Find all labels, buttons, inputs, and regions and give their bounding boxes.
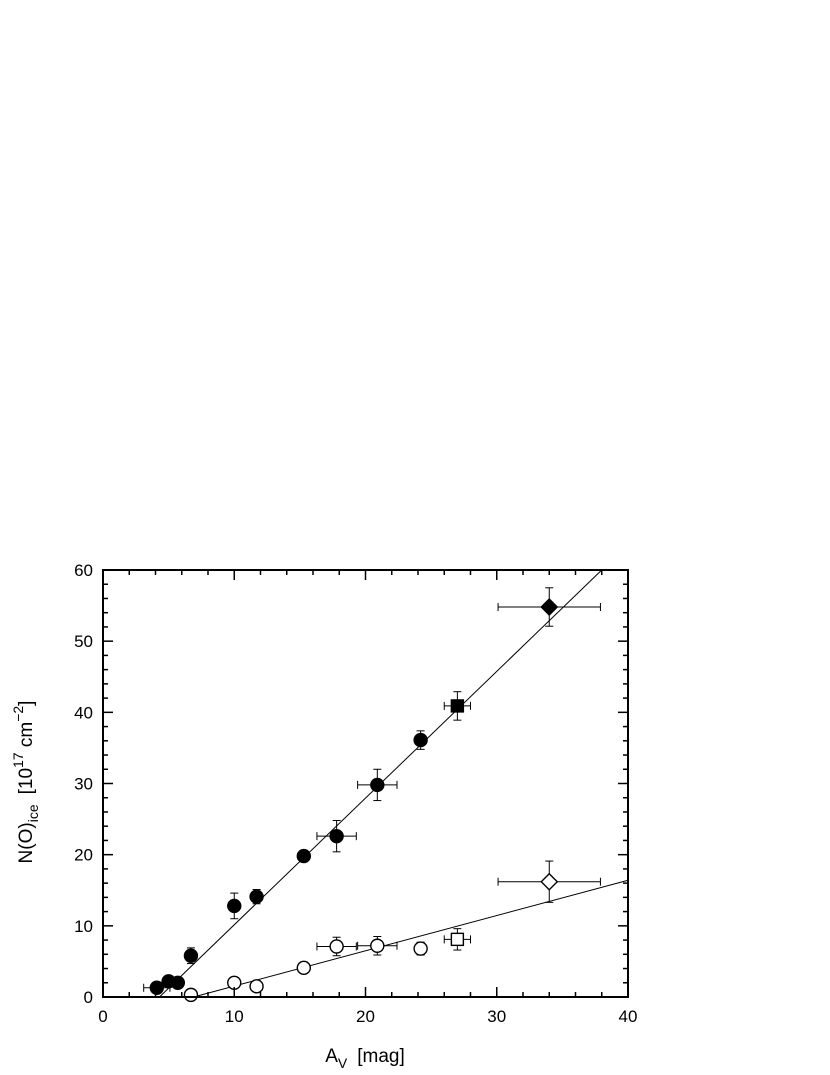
filled-circle-point bbox=[227, 898, 242, 914]
x-tick-label: 10 bbox=[225, 1007, 244, 1026]
open-diamond-point bbox=[540, 872, 559, 891]
x-axis-label-main: A bbox=[325, 1046, 338, 1067]
filled-circle-point bbox=[249, 889, 264, 904]
plot-frame bbox=[102, 569, 629, 998]
filled-circle-point bbox=[413, 732, 428, 748]
chart-marks bbox=[143, 569, 629, 1003]
open-circle-point bbox=[413, 941, 428, 956]
y-axis-label-unit-open: [10 bbox=[16, 768, 37, 794]
filled-circle-point bbox=[329, 828, 344, 844]
filled-square-point bbox=[450, 699, 465, 713]
y-tick-label: 60 bbox=[74, 561, 93, 580]
y-tick-label: 20 bbox=[74, 846, 93, 865]
y-axis-label-main: N(O) bbox=[16, 822, 37, 863]
open-circle-point bbox=[370, 938, 385, 953]
open-circle-point bbox=[329, 939, 344, 954]
y-tick-label: 50 bbox=[74, 632, 93, 651]
x-axis-label: AV [mag] bbox=[325, 1046, 405, 1071]
y-axis-label: N(O)ice [1017 cm−2] bbox=[10, 701, 41, 864]
x-tick-label: 0 bbox=[98, 1007, 107, 1026]
filled-circle-point bbox=[183, 948, 199, 963]
x-tick-label: 30 bbox=[487, 1007, 506, 1026]
filled-circle-point bbox=[149, 980, 165, 995]
filled-circle-point bbox=[370, 777, 385, 793]
open-circle-point bbox=[296, 960, 312, 976]
y-axis-label-exp2: −2 bbox=[10, 706, 26, 722]
filled-circle-point bbox=[296, 848, 312, 864]
open-square-point bbox=[450, 932, 465, 947]
axis-ticks: 0 10 20 30 40 0 10 20 30 40 50 60 bbox=[74, 561, 637, 1026]
y-axis-label-exp1: 17 bbox=[10, 752, 26, 768]
filled-circle-point bbox=[170, 975, 186, 990]
y-tick-label: 10 bbox=[74, 917, 93, 936]
y-tick-label: 0 bbox=[84, 988, 93, 1007]
x-axis-label-unit: [mag] bbox=[357, 1046, 405, 1067]
filled-diamond-point bbox=[540, 598, 559, 616]
y-tick-label: 40 bbox=[74, 703, 93, 722]
fit-line bbox=[193, 879, 629, 998]
x-tick-label: 40 bbox=[619, 1007, 638, 1026]
y-axis-label-unit-close: ] bbox=[16, 701, 37, 706]
y-axis-label-sub: ice bbox=[25, 804, 41, 822]
y-axis-label-unit-mid: cm bbox=[16, 722, 37, 753]
open-circle-point bbox=[183, 987, 199, 1003]
y-tick-label: 30 bbox=[74, 775, 93, 794]
x-tick-label: 20 bbox=[356, 1007, 375, 1026]
x-axis-label-sub: V bbox=[338, 1055, 348, 1071]
open-circle-point bbox=[249, 979, 264, 994]
